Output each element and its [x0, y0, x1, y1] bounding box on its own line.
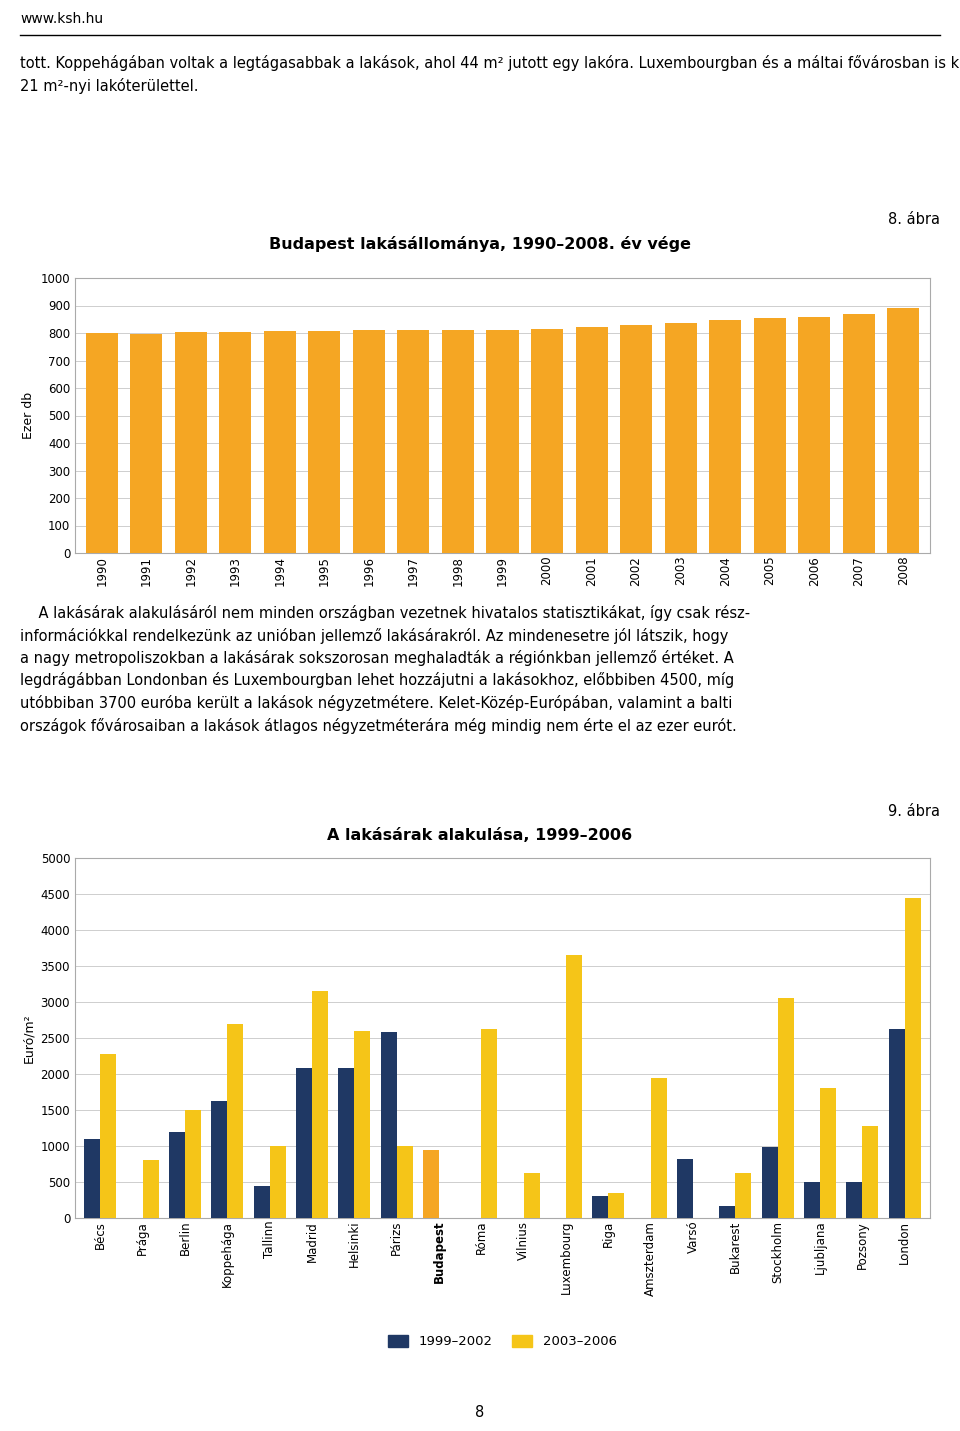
Bar	[101, 1053, 116, 1218]
Bar	[778, 999, 794, 1218]
Bar	[312, 992, 328, 1218]
Bar	[887, 308, 920, 552]
Bar	[761, 1148, 778, 1218]
Text: 8: 8	[475, 1405, 485, 1420]
Bar	[84, 1139, 101, 1218]
Bar	[143, 1161, 158, 1218]
Bar	[651, 1078, 667, 1218]
Bar	[664, 323, 697, 552]
Bar	[820, 1089, 836, 1218]
Bar	[253, 1186, 270, 1218]
Bar	[523, 1173, 540, 1218]
Bar	[85, 333, 118, 552]
Bar	[677, 1159, 693, 1218]
Bar	[442, 329, 474, 552]
Bar	[889, 1029, 904, 1218]
Bar	[843, 313, 875, 552]
Text: A lakásárak alakulása, 1999–2006: A lakásárak alakulása, 1999–2006	[327, 827, 633, 843]
Bar	[566, 956, 582, 1218]
Y-axis label: Euró/m²: Euró/m²	[22, 1013, 35, 1063]
Bar	[211, 1102, 228, 1218]
Bar	[354, 1030, 371, 1218]
Y-axis label: Ezer db: Ezer db	[22, 392, 35, 439]
Bar	[185, 1110, 202, 1218]
Bar	[481, 1029, 497, 1218]
Text: 8. ábra: 8. ábra	[888, 212, 940, 226]
Text: 9. ábra: 9. ábra	[888, 803, 940, 819]
Bar	[576, 328, 608, 552]
Text: www.ksh.hu: www.ksh.hu	[20, 11, 103, 26]
Text: Budapest lakásállománya, 1990–2008. év vége: Budapest lakásállománya, 1990–2008. év v…	[269, 236, 691, 252]
Bar	[487, 329, 518, 552]
Bar	[396, 1146, 413, 1218]
Bar	[270, 1146, 286, 1218]
Bar	[719, 1206, 735, 1218]
Bar	[175, 332, 206, 552]
Bar	[131, 333, 162, 552]
Bar	[308, 331, 341, 552]
Bar	[846, 1182, 862, 1218]
Bar	[296, 1068, 312, 1218]
Bar	[735, 1173, 752, 1218]
Bar	[264, 331, 296, 552]
Bar	[219, 332, 252, 552]
Bar	[531, 329, 564, 552]
Bar	[709, 321, 741, 552]
Bar	[353, 331, 385, 552]
Bar	[592, 1196, 609, 1218]
Bar	[798, 316, 830, 552]
Bar	[862, 1126, 878, 1218]
Bar	[169, 1132, 185, 1218]
Bar	[228, 1023, 244, 1218]
Bar	[380, 1032, 396, 1218]
Bar	[397, 331, 429, 552]
Bar	[754, 319, 785, 552]
Bar	[423, 1149, 439, 1218]
Bar	[620, 325, 652, 552]
Bar	[338, 1068, 354, 1218]
Bar	[804, 1182, 820, 1218]
Bar	[904, 897, 921, 1218]
Text: A lakásárak alakulásáról nem minden országban vezetnek hivatalos statisztikákat,: A lakásárak alakulásáról nem minden orsz…	[20, 605, 750, 734]
Text: tott. Koppehágában voltak a legtágasabbak a lakások, ahol 44 m² jutott egy lakór: tott. Koppehágában voltak a legtágasabba…	[20, 54, 960, 93]
Bar	[609, 1193, 624, 1218]
Legend: 1999–2002, 2003–2006: 1999–2002, 2003–2006	[388, 1335, 616, 1348]
